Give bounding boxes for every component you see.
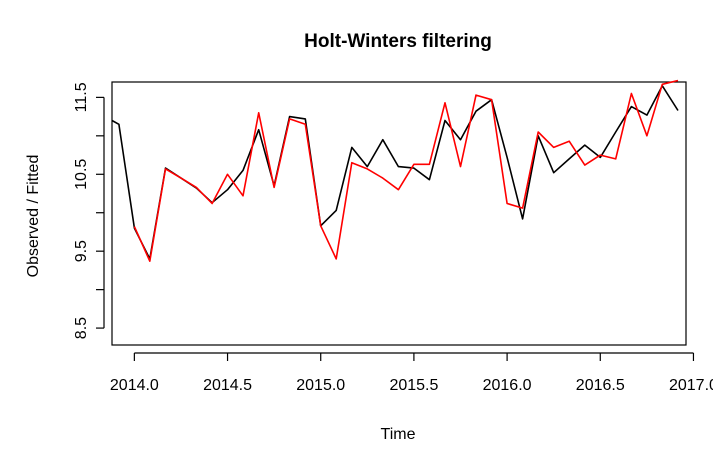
x-tick-label: 2014.0 [110, 377, 159, 394]
series-layer [111, 79, 679, 263]
y-tick-label: 8.5 [73, 317, 90, 339]
x-tick-label: 2017.0 [669, 377, 713, 394]
y-axis: 8.5 9.5 10.5 11.5 [73, 82, 105, 339]
x-tick-label: 2014.5 [203, 377, 252, 394]
series-line-fitted [133, 79, 679, 263]
x-tick-label: 2015.5 [389, 377, 438, 394]
x-tick-label: 2015.0 [296, 377, 345, 394]
x-tick-label: 2016.0 [483, 377, 532, 394]
plot-frame [111, 81, 687, 346]
x-axis-label: Time [381, 426, 416, 443]
y-tick-label: 11.5 [73, 82, 90, 112]
series-line-observed [111, 85, 679, 260]
y-axis-label: Observed / Fitted [25, 155, 42, 278]
x-tick-label: 2016.5 [576, 377, 625, 394]
y-tick-label: 10.5 [73, 159, 90, 190]
x-axis: 2014.0 2014.5 2015.0 2015.5 2016.0 2016.5 2017… [110, 352, 713, 394]
y-tick-label: 9.5 [73, 240, 90, 262]
chart-title: Holt-Winters filtering [304, 31, 492, 52]
